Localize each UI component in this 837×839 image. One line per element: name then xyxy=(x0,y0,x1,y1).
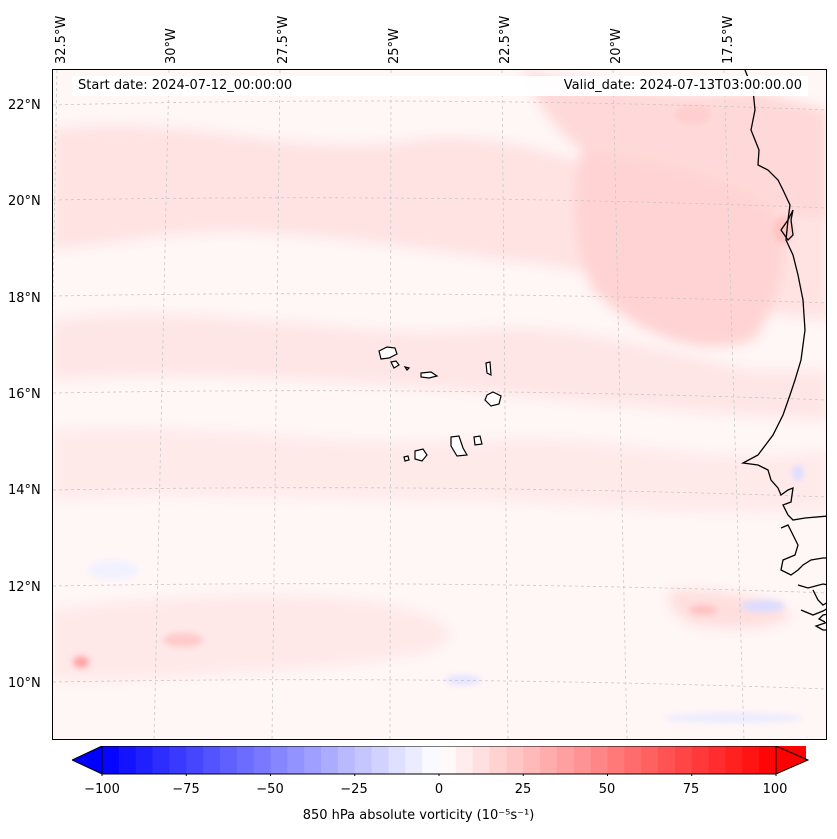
colorbar xyxy=(72,746,810,776)
colorbar-segment xyxy=(304,746,322,774)
colorbar-segment xyxy=(607,746,625,774)
colorbar-ticks xyxy=(101,774,777,776)
valid-date-label: Valid_date: 2024-07-13T03:00:00.00 xyxy=(563,78,802,93)
colorbar-segment xyxy=(337,746,356,774)
colorbar-segment xyxy=(641,746,659,774)
colorbar-segment xyxy=(455,746,474,774)
colorbar-label-unit: 10⁻⁵s⁻¹ xyxy=(481,808,530,823)
colorbar-segment xyxy=(354,746,373,774)
colorbar-segment xyxy=(253,746,272,774)
colorbar-segment xyxy=(203,746,221,774)
colorbar-segments xyxy=(102,746,777,774)
colorbar-label-end: ) xyxy=(529,808,535,823)
colorbar-segment xyxy=(523,746,541,774)
colorbar-segment xyxy=(422,746,440,774)
colorbar-segment xyxy=(219,746,238,774)
lon-label-25w: 25°W xyxy=(387,28,402,64)
vorticity-map xyxy=(53,70,826,739)
cb-tick-label: 100 xyxy=(762,782,788,797)
colorbar-label-main: 850 hPa absolute vorticity ( xyxy=(302,808,482,823)
colorbar-segment xyxy=(321,746,339,774)
lat-label-22n: 22°N xyxy=(8,98,41,113)
colorbar-segment xyxy=(472,746,491,774)
lon-label-27-5w: 27.5°W xyxy=(276,15,291,64)
map-panel xyxy=(52,69,827,740)
start-date-label: Start date: 2024-07-12_00:00:00 xyxy=(78,78,293,93)
colorbar-segment xyxy=(135,746,154,774)
colorbar-segment xyxy=(742,746,760,774)
colorbar-segment xyxy=(152,746,170,774)
colorbar-segment xyxy=(759,746,777,774)
colorbar-segment xyxy=(506,746,524,774)
colorbar-segment xyxy=(573,746,592,774)
colorbar-segment xyxy=(556,746,575,774)
lat-label-14n: 14°N xyxy=(8,483,41,498)
cb-tick-label: −50 xyxy=(256,782,284,797)
colorbar-segment xyxy=(102,746,120,774)
lat-label-18n: 18°N xyxy=(8,291,41,306)
lon-label-30w: 30°W xyxy=(164,28,179,64)
colorbar-segment xyxy=(371,746,390,774)
colorbar-segment xyxy=(439,746,457,774)
colorbar-segment xyxy=(405,746,423,774)
lon-label-22-5w: 22.5°W xyxy=(498,15,513,64)
colorbar-segment xyxy=(691,746,710,774)
colorbar-segment xyxy=(287,746,305,774)
cape-verde-islands xyxy=(378,346,502,462)
lon-label-17-5w: 17.5°W xyxy=(721,15,736,64)
colorbar-segment xyxy=(725,746,743,774)
vorticity-pink-bands xyxy=(53,70,826,680)
colorbar-segment xyxy=(118,746,137,774)
colorbar-segment xyxy=(270,746,288,774)
colorbar-label: 850 hPa absolute vorticity (10⁻⁵s⁻¹) xyxy=(0,808,837,823)
coastline xyxy=(740,70,826,631)
gridlines xyxy=(53,70,826,739)
colorbar-segment xyxy=(489,746,507,774)
cb-tick-label: 50 xyxy=(598,782,616,797)
cb-tick-label: −100 xyxy=(84,782,120,797)
colorbar-segment xyxy=(674,746,693,774)
colorbar-segment xyxy=(388,746,406,774)
colorbar-segment xyxy=(624,746,642,774)
lat-label-16n: 16°N xyxy=(8,387,41,402)
colorbar-segment xyxy=(169,746,187,774)
colorbar-segment xyxy=(540,746,558,774)
lon-label-20w: 20°W xyxy=(609,28,624,64)
vorticity-blue-patches xyxy=(88,465,804,723)
cb-tick-label: −25 xyxy=(340,782,368,797)
lon-label-32-5w: 32.5°W xyxy=(54,15,69,64)
colorbar-segment xyxy=(236,746,255,774)
colorbar-segment xyxy=(186,746,204,774)
lat-label-20n: 20°N xyxy=(8,194,41,209)
cb-tick-label: 0 xyxy=(434,782,444,797)
cb-tick-label: −75 xyxy=(172,782,200,797)
lat-label-10n: 10°N xyxy=(8,676,41,691)
date-banner: Start date: 2024-07-12_00:00:00 Valid_da… xyxy=(72,76,808,96)
colorbar-extend-left xyxy=(72,746,103,775)
colorbar-segment xyxy=(658,746,676,774)
cb-tick-label: 25 xyxy=(514,782,532,797)
cb-tick-label: 75 xyxy=(682,782,700,797)
lat-label-12n: 12°N xyxy=(8,580,41,595)
colorbar-segment xyxy=(590,746,609,774)
colorbar-segment xyxy=(708,746,727,774)
